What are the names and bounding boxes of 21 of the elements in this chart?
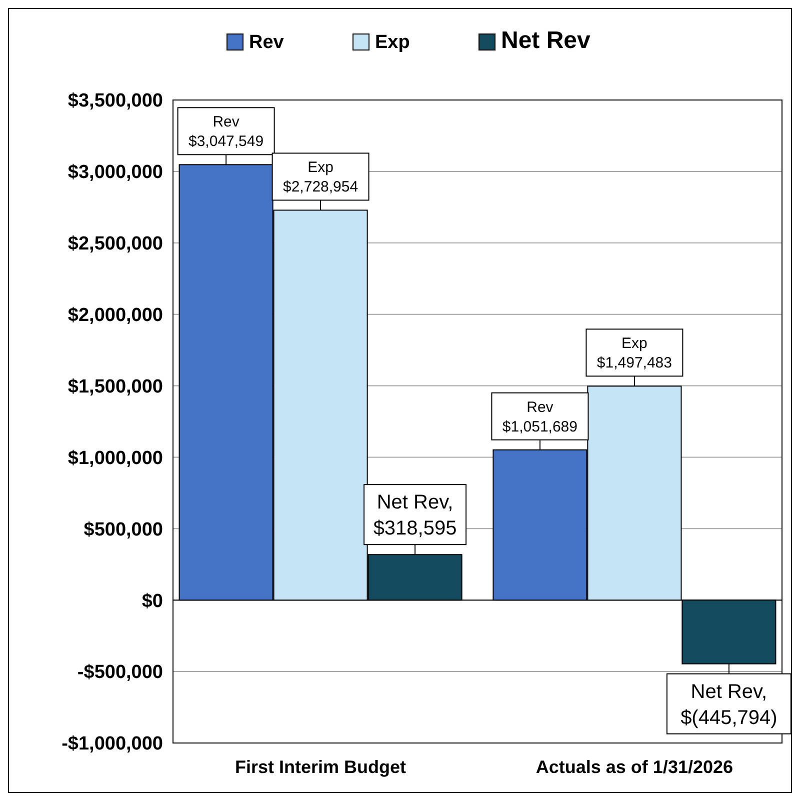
data-label: Rev $3,047,549 [188,114,264,150]
y-tick-label: $1,000,000 [68,448,163,469]
legend-label: Rev [249,32,284,53]
data-label: Net Rev, $(445,794) [680,680,778,729]
data-label: Net Rev, $318,595 [373,492,457,540]
data-label: Exp $1,497,483 [596,335,672,372]
y-tick-label: $3,000,000 [68,162,163,184]
x-tick-label: First Interim Budget [235,757,406,777]
legend-label: Net Rev [501,27,592,54]
x-tick-label: Actuals as of 1/31/2026 [536,757,734,777]
y-tick-label: $0 [142,590,163,612]
y-tick-label: $1,500,000 [68,376,163,398]
y-tick-label: $3,500,000 [68,90,163,112]
y-tick-label: $500,000 [84,519,163,540]
y-tick-label: -$1,000,000 [62,734,163,755]
data-label: Exp $2,728,954 [283,159,358,196]
y-tick-label: $2,000,000 [68,304,163,326]
legend-label: Exp [375,32,410,53]
y-tick-label: $2,500,000 [68,234,163,255]
data-label: Rev $1,051,689 [502,398,578,436]
y-tick-label: -$500,000 [77,662,163,684]
